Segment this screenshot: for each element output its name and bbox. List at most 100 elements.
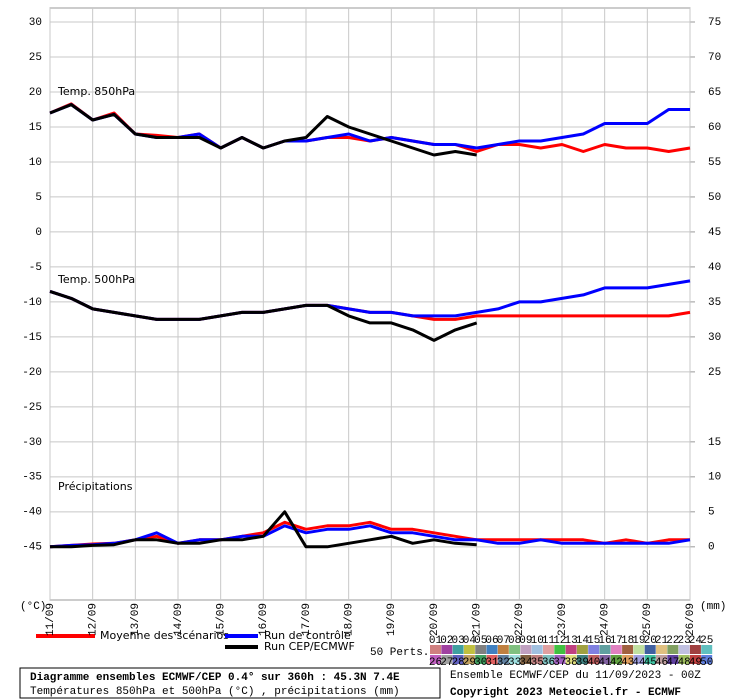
perturbation-swatch	[452, 645, 464, 654]
x-tick-label: 19/09	[386, 603, 398, 636]
perturbation-swatch	[622, 655, 634, 664]
perturbation-swatch	[644, 645, 656, 654]
y2-tick-label: 65	[708, 87, 721, 99]
x-tick-label: 17/09	[301, 603, 313, 636]
perturbation-label: 25	[700, 635, 713, 647]
perturbation-label: 35	[531, 657, 544, 669]
x-tick-label: 16/09	[258, 603, 270, 636]
perturbation-label: 38	[564, 657, 577, 669]
perturbation-swatch	[656, 645, 667, 654]
perturbation-label: 18	[621, 635, 634, 647]
perturbation-swatch	[430, 645, 441, 654]
y-tick-label: 0	[35, 227, 42, 239]
perturbation-label: 41	[598, 657, 612, 669]
perturbation-label: 49	[689, 657, 702, 669]
perturbation-label: 13	[564, 635, 577, 647]
legend: Moyenne des scénarios Run de contrôleRun …	[36, 629, 713, 669]
y2-tick-label: 55	[708, 157, 721, 169]
series-line	[49, 289, 478, 342]
x-tick-label: 13/09	[130, 603, 142, 636]
perturbation-swatch	[520, 655, 532, 664]
perturbation-swatch	[531, 655, 543, 664]
panel-label: Temp. 850hPa	[57, 85, 135, 98]
y-tick-label: -15	[22, 332, 42, 344]
y2-tick-label: 70	[708, 52, 721, 64]
perturbation-swatch	[486, 645, 498, 654]
perturbation-swatch	[554, 645, 566, 654]
y-tick-label: -35	[22, 472, 42, 484]
perturbation-swatch	[452, 655, 464, 664]
panel-label: Temp. 500hPa	[57, 273, 135, 286]
perturbation-swatch	[701, 645, 713, 654]
series-line	[49, 524, 691, 549]
perturbation-swatch	[576, 655, 588, 664]
y-tick-label: 5	[35, 192, 42, 204]
perturbation-label: 44	[632, 657, 646, 669]
perturbation-label: 22	[666, 635, 679, 647]
perturbation-swatch	[486, 655, 498, 664]
perturbation-swatch	[475, 655, 487, 664]
y2-tick-label: 30	[708, 332, 721, 344]
perturbation-label: 40	[587, 657, 600, 669]
caption-title: Diagramme ensembles ECMWF/CEP 0.4° sur 3…	[30, 672, 400, 684]
perturbation-swatch	[430, 655, 441, 664]
y-unit: (°C)	[20, 601, 46, 613]
perturbation-label: 11	[542, 635, 556, 647]
perturbation-label: 42	[610, 657, 623, 669]
perturbation-swatch	[554, 655, 566, 664]
perturbation-swatch	[610, 655, 622, 664]
perturbation-swatch	[463, 645, 475, 654]
panel-label: Précipitations	[58, 480, 133, 493]
perturbation-label: 36	[542, 657, 555, 669]
perturbation-label: 30	[474, 657, 487, 669]
perturbation-label: 03	[451, 635, 464, 647]
perturbation-swatch	[463, 655, 475, 664]
perturbation-label: 04	[463, 635, 477, 647]
y-tick-label: 25	[29, 52, 42, 64]
y2-tick-label: 60	[708, 122, 721, 134]
perturbation-label: 14	[576, 635, 590, 647]
perturbation-label: 16	[598, 635, 611, 647]
y-tick-label: 20	[29, 87, 42, 99]
legend-label: Moyenne des scénarios	[100, 629, 229, 642]
perturbation-label: 15	[587, 635, 600, 647]
perturbation-swatch	[599, 645, 611, 654]
y2-tick-label: 75	[708, 17, 721, 29]
perturbation-swatch	[509, 655, 521, 664]
perturbation-label: 47	[666, 657, 679, 669]
perturbation-swatch	[497, 645, 509, 654]
perturbation-swatch	[497, 655, 509, 664]
x-tick-label: 20/09	[429, 603, 441, 636]
perturbation-swatch	[599, 655, 611, 664]
perturbation-swatch	[633, 645, 645, 654]
perturbation-swatch	[509, 645, 521, 654]
perturbation-label: 28	[451, 657, 464, 669]
perturbation-label: 02	[440, 635, 453, 647]
caption-copyright: Copyright 2023 Meteociel.fr - ECMWF	[450, 687, 681, 699]
perturbation-swatch	[689, 645, 701, 654]
perturbation-label: 23	[677, 635, 690, 647]
y-tick-label: -40	[22, 507, 42, 519]
legend-label: Run CEP/ECMWF	[264, 640, 355, 653]
y-tick-label: -5	[29, 262, 42, 274]
y-tick-label: -30	[22, 437, 42, 449]
perturbation-label: 19	[632, 635, 645, 647]
y2-tick-label: 15	[708, 437, 721, 449]
y2-tick-label: 50	[708, 192, 721, 204]
perturbation-swatch	[622, 645, 634, 654]
legend-label: Run de contrôle	[264, 629, 351, 642]
perturbation-swatch	[644, 655, 656, 664]
perturbation-swatch	[441, 655, 453, 664]
perturbation-swatch	[588, 655, 600, 664]
perturbation-label: 43	[621, 657, 634, 669]
y-tick-label: -45	[22, 542, 42, 554]
plot-area	[49, 7, 691, 601]
y-tick-label: 30	[29, 17, 42, 29]
y2-tick-label: 40	[708, 262, 721, 274]
x-tick-label: 22/09	[514, 603, 526, 636]
perturbation-label: 27	[440, 657, 453, 669]
x-tick-label: 21/09	[472, 603, 484, 636]
y2-tick-label: 10	[708, 472, 721, 484]
x-tick-label: 14/09	[173, 603, 185, 636]
perturbation-swatch	[576, 645, 588, 654]
